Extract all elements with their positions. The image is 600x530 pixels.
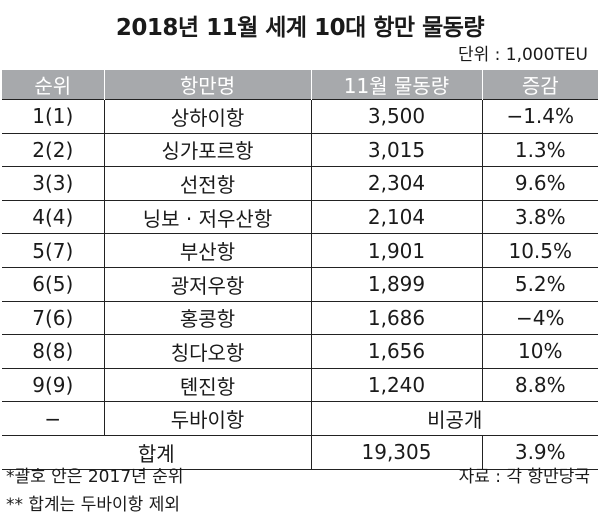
volume-cell: 3,015	[310, 132, 482, 167]
header-change: 증감	[481, 70, 598, 100]
unit-label: 단위 : 1,000TEU	[457, 45, 588, 65]
rank-cell: 4(4)	[2, 199, 104, 234]
change-cell: 5.2%	[481, 266, 598, 302]
table-row: 1(1) 상하이항 3,500 −1.4%	[2, 99, 598, 134]
volume-cell: 1,686	[310, 300, 482, 335]
table-row: 4(4) 닝보 · 저우산항 2,104 3.8%	[2, 199, 598, 234]
rank-cell: 6(5)	[2, 266, 104, 302]
undisclosed-cell: 비공개	[310, 401, 598, 436]
total-label-cell: 합계	[2, 434, 311, 470]
port-cell: 홍콩항	[103, 300, 311, 335]
port-volume-table: 순위 항만명 11월 물동량 증감 1(1) 상하이항 3,500 −1.4% 2(2…	[2, 70, 598, 470]
rank-cell: 9(9)	[2, 367, 104, 402]
rank-cell: 8(8)	[2, 334, 104, 369]
change-cell: 8.8%	[481, 367, 598, 402]
change-cell: −1.4%	[481, 99, 598, 134]
change-cell: 10.5%	[481, 233, 598, 268]
rank-cell: −	[2, 401, 104, 436]
total-row: 합계 19,305 3.9%	[2, 434, 598, 470]
header-rank: 순위	[2, 70, 104, 100]
rank-cell: 5(7)	[2, 233, 104, 268]
header-volume: 11월 물동량	[310, 70, 482, 100]
table-row: 9(9) 톈진항 1,240 8.8%	[2, 367, 598, 402]
header-row: 순위 항만명 11월 물동량 증감	[2, 70, 598, 100]
volume-cell: 2,104	[310, 199, 482, 234]
port-cell: 부산항	[103, 233, 311, 268]
port-cell: 닝보 · 저우산항	[103, 199, 311, 234]
rank-cell: 2(2)	[2, 132, 104, 167]
table-row: 2(2) 싱가포르항 3,015 1.3%	[2, 132, 598, 167]
change-cell: 3.8%	[481, 199, 598, 234]
table-row: 7(6) 홍콩항 1,686 −4%	[2, 300, 598, 335]
port-cell: 상하이항	[103, 99, 311, 134]
total-volume-cell: 19,305	[310, 434, 482, 470]
table-row: 5(7) 부산항 1,901 10.5%	[2, 233, 598, 268]
volume-cell: 1,901	[310, 233, 482, 268]
port-cell: 칭다오항	[103, 334, 311, 369]
port-cell: 광저우항	[103, 266, 311, 302]
table-row: 3(3) 선전항 2,304 9.6%	[2, 166, 598, 201]
port-cell: 싱가포르항	[103, 132, 311, 167]
header-port: 항만명	[103, 70, 311, 100]
port-cell: 선전항	[103, 166, 311, 201]
table-row: 8(8) 칭다오항 1,656 10%	[2, 334, 598, 369]
port-cell: 두바이항	[103, 401, 311, 436]
change-cell: 10%	[481, 334, 598, 369]
footnote-ranking: *괄호 안은 2017년 순위	[6, 467, 184, 487]
dubai-row: − 두바이항 비공개	[2, 401, 598, 436]
volume-cell: 2,304	[310, 166, 482, 201]
volume-cell: 3,500	[310, 99, 482, 134]
change-cell: 9.6%	[481, 166, 598, 201]
port-cell: 톈진항	[103, 367, 311, 402]
rank-cell: 1(1)	[2, 99, 104, 134]
volume-cell: 1,240	[310, 367, 482, 402]
table-row: 6(5) 광저우항 1,899 5.2%	[2, 266, 598, 302]
rank-cell: 3(3)	[2, 166, 104, 201]
volume-cell: 1,899	[310, 266, 482, 302]
total-change-cell: 3.9%	[481, 434, 598, 470]
rank-cell: 7(6)	[2, 300, 104, 335]
source-note: 자료 : 각 항만당국	[458, 467, 590, 487]
footnote-total: ** 합계는 두바이항 제외	[6, 495, 180, 515]
change-cell: −4%	[481, 300, 598, 335]
volume-cell: 1,656	[310, 334, 482, 369]
change-cell: 1.3%	[481, 132, 598, 167]
table-title: 2018년 11월 세계 10대 항만 물동량	[115, 15, 485, 41]
